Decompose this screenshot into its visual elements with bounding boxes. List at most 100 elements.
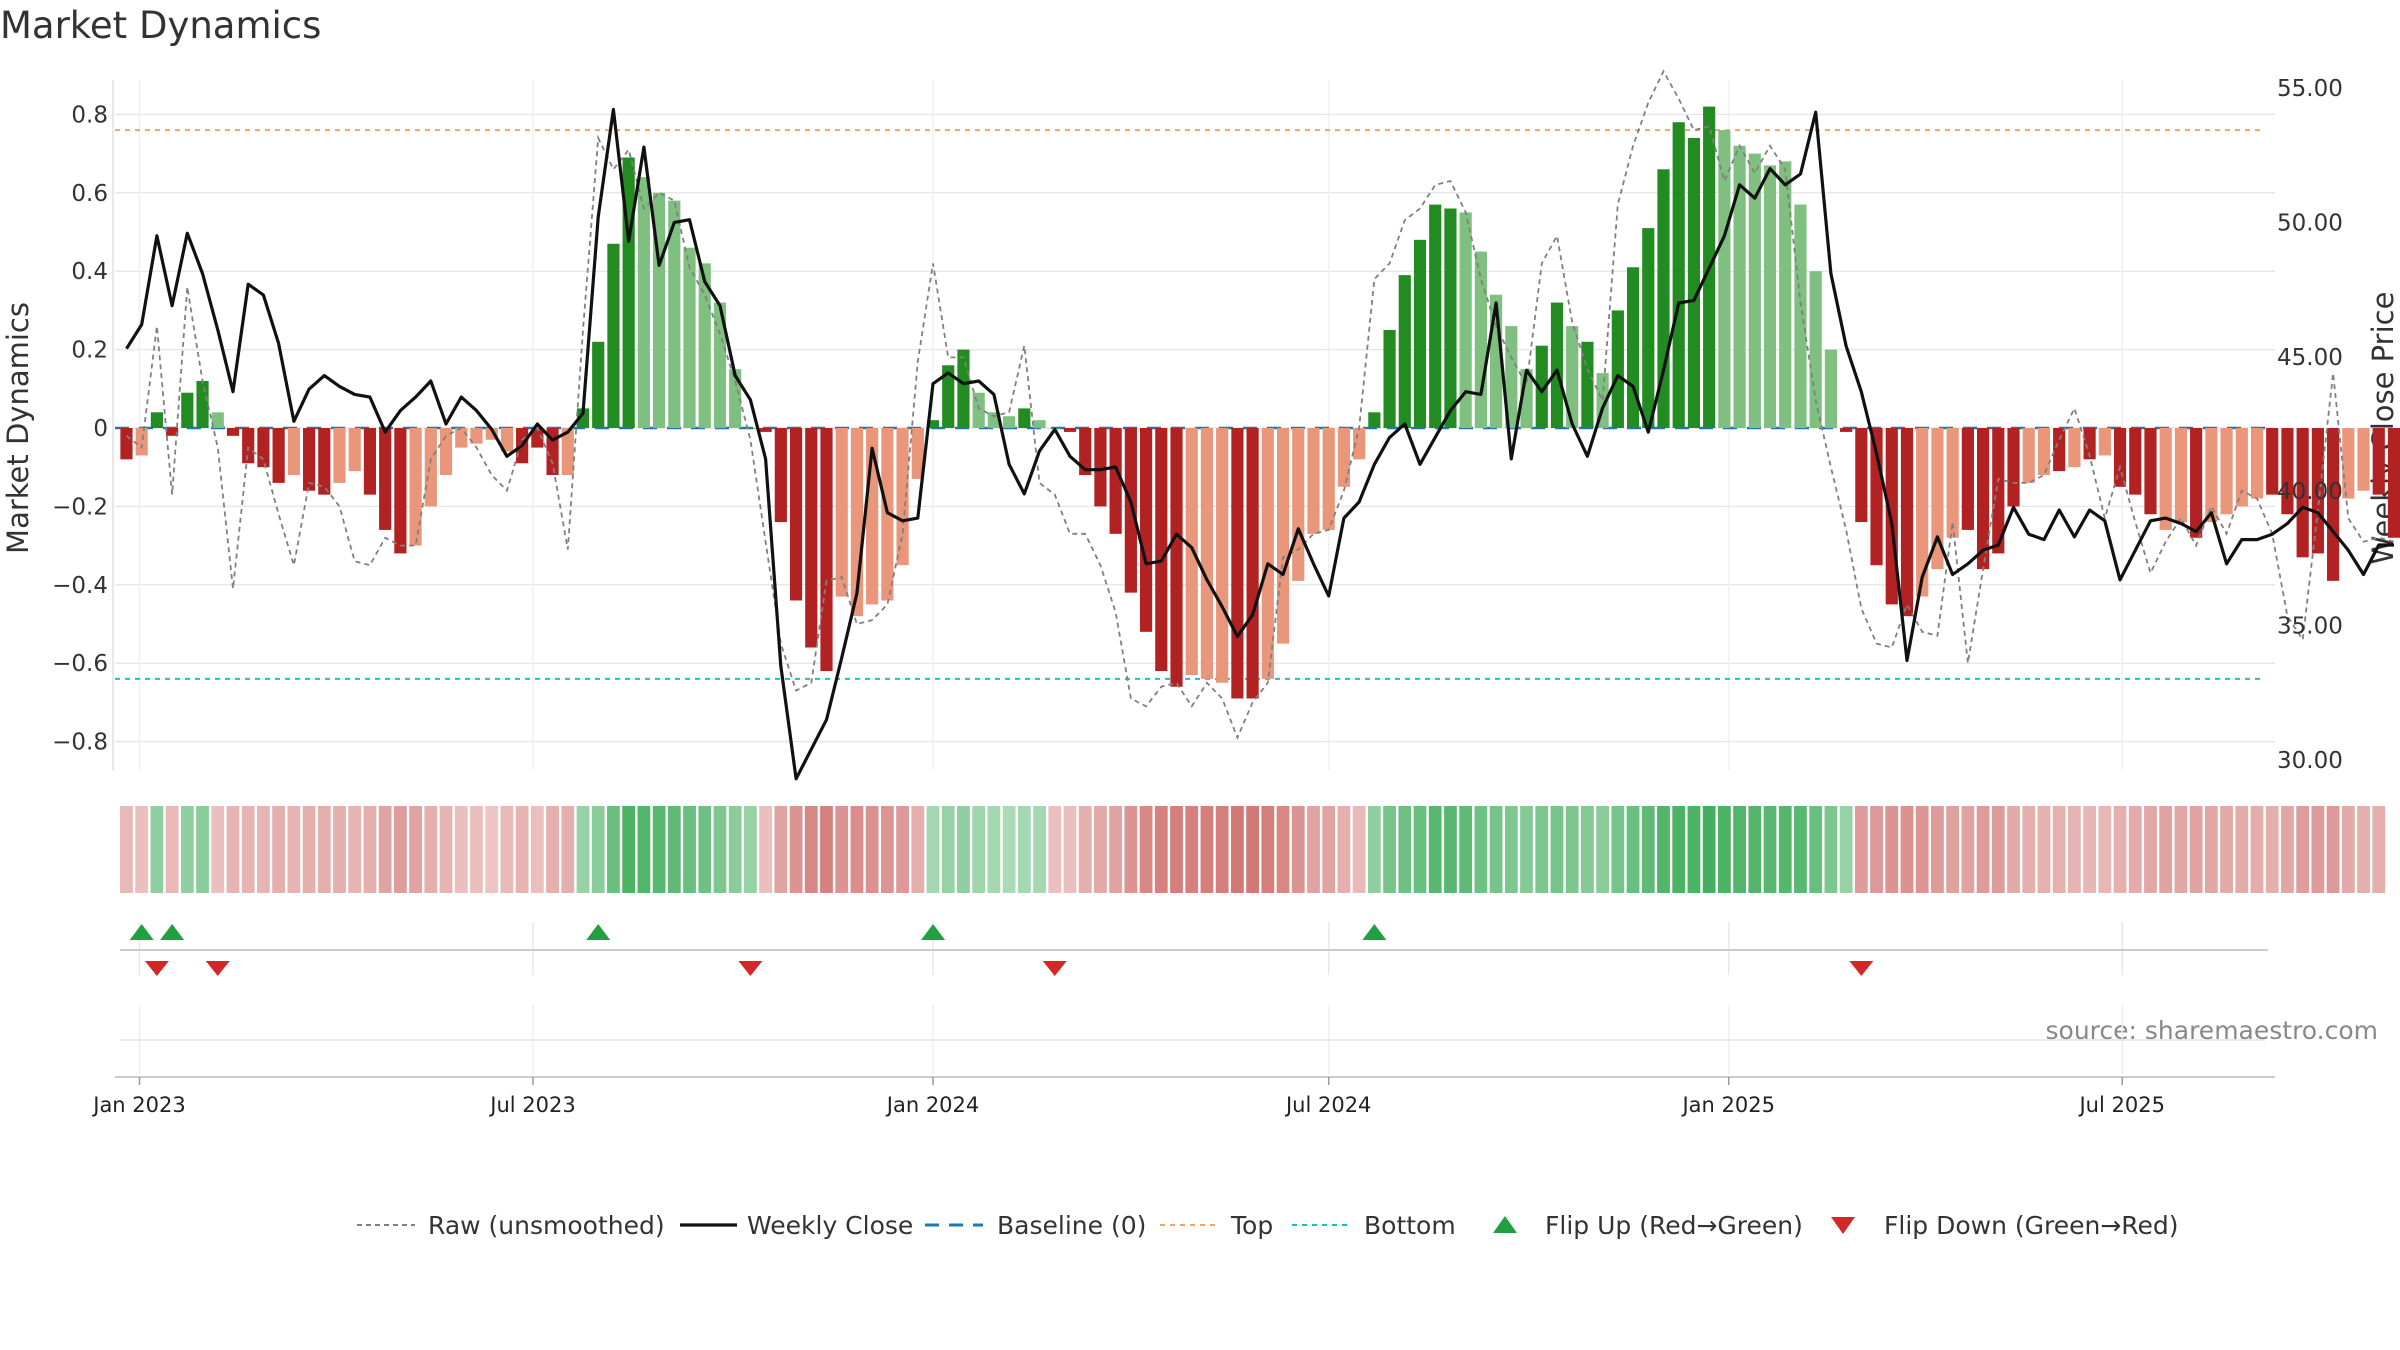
- regime-cell: [1383, 806, 1396, 893]
- dynamics-bar: [668, 200, 681, 428]
- dynamics-bar: [835, 428, 848, 597]
- dynamics-bar: [1261, 428, 1274, 679]
- flip-down-marker: [1042, 961, 1067, 976]
- x-tick-label: Jul 2024: [1284, 1093, 1371, 1117]
- regime-cell: [2083, 806, 2096, 893]
- dynamics-bar: [1063, 428, 1077, 432]
- x-tick-label: Jul 2025: [2077, 1093, 2164, 1117]
- dynamics-bar: [211, 412, 224, 428]
- regime-cell: [744, 806, 757, 893]
- y-axis-left-title: Market Dynamics: [1, 302, 35, 554]
- regime-cell: [1185, 806, 1199, 893]
- y-right-tick-label: 30.00: [2277, 748, 2343, 774]
- regime-cell: [835, 806, 849, 893]
- y-left-tick-label: −0.4: [52, 573, 108, 599]
- dynamics-bar: [592, 341, 605, 428]
- regime-cell: [1915, 806, 1929, 893]
- legend-item: Top: [1160, 1211, 1273, 1240]
- regime-cell: [1154, 806, 1168, 893]
- dynamics-bar: [150, 412, 163, 428]
- regime-cell: [561, 806, 575, 893]
- y-right-tick-label: 40.00: [2277, 479, 2343, 505]
- legend-item: Raw (unsmoothed): [357, 1211, 665, 1240]
- dynamics-bar: [1307, 428, 1320, 534]
- y-left-tick-label: −0.8: [52, 730, 108, 756]
- regime-cell: [165, 806, 179, 893]
- legend: Raw (unsmoothed) Weekly Close Baseline (0)…: [357, 1211, 2179, 1240]
- regime-cell: [150, 806, 164, 893]
- regime-cell: [850, 806, 864, 893]
- regime-cell: [302, 806, 316, 893]
- y-left-tick-label: 0.6: [71, 181, 108, 207]
- dynamics-bar: [1474, 251, 1487, 428]
- regime-cell: [1094, 806, 1107, 893]
- regime-cell: [1946, 806, 1960, 893]
- regime-cell: [1124, 806, 1138, 893]
- regime-cell: [287, 806, 301, 893]
- dynamics-bar: [1946, 428, 1959, 538]
- dynamics-bar: [181, 392, 194, 428]
- dynamics-bar: [135, 428, 148, 456]
- dynamics-bar: [2144, 428, 2157, 515]
- y-left-tick-label: −0.2: [52, 494, 108, 520]
- regime-cell: [865, 806, 879, 893]
- regime-cell: [2341, 806, 2355, 893]
- regime-cell: [2326, 806, 2340, 893]
- regime-cell: [500, 806, 514, 893]
- flip-markers-panel: [120, 922, 2268, 976]
- dynamics-bar: [1626, 267, 1640, 428]
- legend-label: Top: [1230, 1211, 1273, 1240]
- regime-cell: [2098, 806, 2112, 893]
- dynamics-bar: [1444, 208, 1457, 428]
- regime-cell: [683, 806, 696, 893]
- dynamics-bar: [1748, 153, 1761, 428]
- dynamics-bar: [1139, 428, 1153, 632]
- regime-cell: [1687, 806, 1701, 893]
- dynamics-bar: [987, 412, 1000, 428]
- regime-cell: [1337, 806, 1351, 893]
- x-tick-label: Jan 2023: [91, 1093, 186, 1117]
- dynamics-bar: [1079, 428, 1092, 476]
- regime-cell: [789, 806, 803, 893]
- dynamics-bar: [242, 428, 255, 464]
- dynamics-bar: [576, 408, 590, 428]
- dynamics-bar: [1733, 145, 1746, 428]
- dynamics-bar: [1033, 420, 1046, 428]
- dynamics-bar: [729, 369, 742, 428]
- regime-cell: [515, 806, 529, 893]
- regime-cell: [393, 806, 407, 893]
- regime-cell: [1276, 806, 1290, 893]
- dynamics-bar: [1718, 130, 1731, 428]
- regime-cell: [1900, 806, 1914, 893]
- y-left-tick-label: 0.8: [71, 102, 108, 128]
- dynamics-bar: [2296, 428, 2309, 558]
- flip-up-marker: [160, 924, 185, 940]
- regime-cell: [2037, 806, 2051, 893]
- regime-cell: [317, 806, 331, 893]
- dynamics-bar: [2174, 428, 2188, 523]
- regime-cell: [546, 806, 559, 893]
- dynamics-bar: [1566, 326, 1579, 428]
- regime-cell: [2357, 806, 2370, 893]
- regime-cell: [1733, 806, 1746, 893]
- dynamics-bar: [1642, 228, 1655, 428]
- dynamics-bar: [1779, 161, 1792, 428]
- price-lines: [125, 69, 2395, 781]
- x-axis: Jan 2023 Jul 2023 Jan 2024 Jul 2024 Jan 2025…: [91, 1076, 2275, 1117]
- dynamics-bar: [1292, 428, 1305, 581]
- regime-cell: [241, 806, 255, 893]
- regime-cell: [1763, 806, 1777, 893]
- regime-cell: [1109, 806, 1123, 893]
- dynamics-bar: [1368, 412, 1381, 428]
- regime-cell: [530, 806, 544, 893]
- dynamics-bar: [379, 428, 392, 530]
- dynamics-bar: [531, 428, 544, 448]
- regime-cell: [1017, 806, 1031, 893]
- dynamics-bar: [348, 428, 361, 472]
- regime-cell: [226, 806, 240, 893]
- dynamics-bar: [424, 428, 437, 507]
- regime-cell: [1991, 806, 2005, 893]
- regime-cell: [1626, 806, 1640, 893]
- legend-label: Baseline (0): [997, 1211, 1146, 1240]
